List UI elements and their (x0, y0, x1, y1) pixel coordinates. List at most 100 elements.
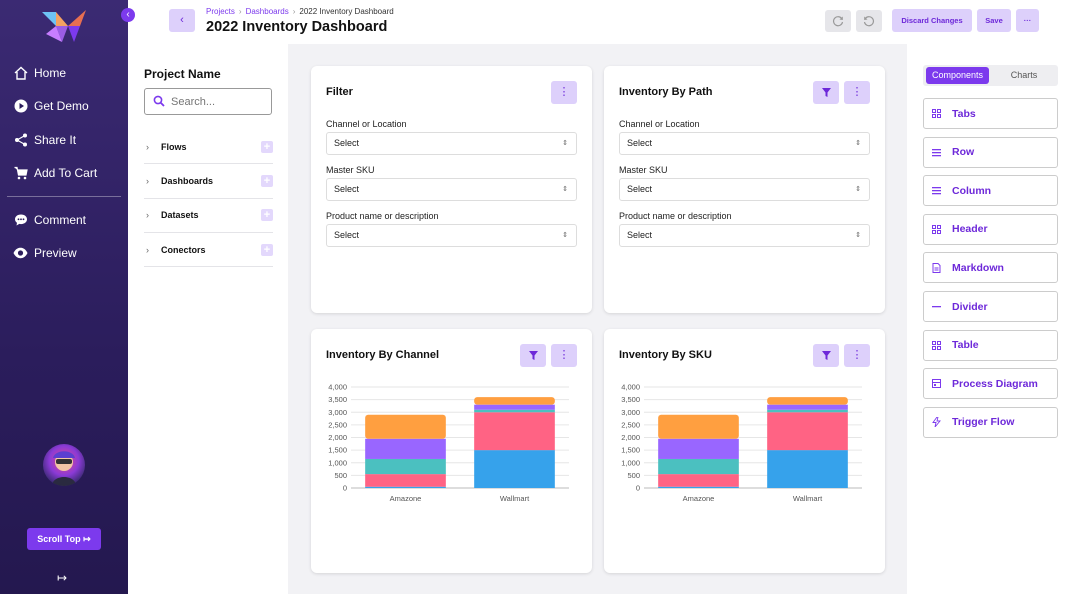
tab-components[interactable]: Components (926, 67, 989, 84)
filter-button[interactable] (813, 81, 839, 104)
add-icon[interactable]: + (261, 140, 273, 153)
component-process-diagram[interactable]: Process Diagram (923, 368, 1058, 400)
grid-icon (932, 340, 952, 350)
component-divider[interactable]: Divider (923, 291, 1058, 322)
sort-arrows-icon: ⇕ (562, 186, 568, 193)
comment-icon (13, 212, 28, 227)
tree-item-conectors[interactable]: › Conectors + (144, 233, 273, 268)
channel-select[interactable]: Select ⇕ (326, 132, 577, 155)
product-select[interactable]: Select ⇕ (326, 224, 577, 247)
more-options-button[interactable]: ··· (1016, 9, 1039, 32)
app-logo[interactable] (40, 8, 88, 44)
component-label: Process Diagram (952, 377, 1038, 390)
component-trigger-flow[interactable]: Trigger Flow (923, 406, 1058, 438)
chevron-right-icon: › (292, 7, 296, 16)
bar-segment (658, 486, 739, 488)
component-table[interactable]: Table (923, 329, 1058, 361)
select-value: Select (627, 184, 653, 194)
components-tabs: Components Charts (923, 65, 1058, 86)
product-select[interactable]: Select ⇕ (619, 224, 870, 247)
component-header[interactable]: Header (923, 213, 1058, 245)
x-tick-label: Amazone (683, 494, 715, 503)
tab-charts[interactable]: Charts (1010, 70, 1038, 80)
component-label: Tabs (952, 107, 976, 120)
nav-get-demo[interactable]: Get Demo (0, 90, 128, 124)
card-menu-button[interactable]: ⋮ (844, 81, 870, 104)
kebab-icon: ⋮ (851, 86, 863, 98)
y-tick-label: 0 (636, 484, 640, 493)
add-icon[interactable]: + (261, 174, 273, 187)
bar-segment (658, 458, 739, 475)
tree-item-label: Conectors (161, 244, 206, 255)
add-icon[interactable]: + (261, 243, 273, 256)
tree-item-label: Dashboards (161, 175, 214, 186)
add-icon[interactable]: + (261, 209, 273, 222)
nav-share-it[interactable]: Share It (0, 123, 128, 157)
page-title: 2022 Inventory Dashboard (206, 19, 388, 35)
cart-icon (13, 166, 28, 181)
breadcrumb-projects[interactable]: Projects (206, 7, 235, 16)
nav-add-to-cart[interactable]: Add To Cart (0, 157, 128, 191)
component-row[interactable]: Row (923, 136, 1058, 168)
redo-button[interactable] (856, 10, 882, 32)
chevron-right-icon[interactable]: › (146, 244, 149, 255)
scroll-top-button[interactable]: Scroll Top ↦ (27, 528, 101, 550)
sort-arrows-icon: ⇕ (562, 140, 568, 147)
inventory-by-path-card: Inventory By Path ⋮ Channel or Location … (604, 66, 885, 313)
nav-preview-label: Preview (34, 246, 77, 261)
collapse-sidebar-button[interactable]: ‹ (121, 8, 135, 22)
nav-home[interactable]: Home (0, 56, 128, 90)
search-box[interactable] (144, 88, 272, 115)
nav-comment[interactable]: Comment (0, 203, 128, 237)
user-avatar[interactable] (43, 444, 85, 486)
x-tick-label: Wallmart (500, 494, 530, 503)
kebab-icon: ⋮ (558, 86, 570, 98)
card-menu-button[interactable]: ⋮ (551, 81, 577, 104)
filter-button[interactable] (813, 344, 839, 367)
field-label: Channel or Location (326, 119, 407, 129)
undo-button[interactable] (825, 10, 851, 32)
y-tick-label: 4,000 (328, 383, 347, 392)
filter-button[interactable] (520, 344, 546, 367)
back-button[interactable]: ‹ (169, 9, 195, 32)
discard-changes-button[interactable]: Discard Changes (892, 9, 972, 32)
card-menu-button[interactable]: ⋮ (551, 344, 577, 367)
master-sku-select[interactable]: Select ⇕ (326, 178, 577, 201)
tree-item-flows[interactable]: › Flows + (144, 130, 273, 165)
bar-segment (474, 397, 555, 405)
nav-divider (7, 196, 121, 197)
tree-item-dashboards[interactable]: › Dashboards + (144, 164, 273, 199)
chevron-right-icon[interactable]: › (146, 175, 149, 186)
y-tick-label: 2,000 (328, 433, 347, 442)
nav-preview[interactable]: Preview (0, 237, 128, 271)
sort-arrows-icon: ⇕ (855, 232, 861, 239)
breadcrumb-dashboards[interactable]: Dashboards (245, 7, 289, 16)
save-button[interactable]: Save (977, 9, 1011, 32)
bar-segment (658, 414, 739, 439)
y-tick-label: 1,500 (328, 446, 347, 455)
chevron-right-icon[interactable]: › (146, 210, 149, 221)
search-input[interactable] (171, 93, 267, 111)
select-value: Select (627, 230, 653, 240)
y-tick-label: 3,500 (328, 395, 347, 404)
master-sku-select[interactable]: Select ⇕ (619, 178, 870, 201)
chevron-left-icon: ‹ (180, 14, 184, 26)
select-value: Select (627, 138, 653, 148)
component-column[interactable]: Column (923, 175, 1058, 207)
breadcrumb-current: 2022 Inventory Dashboard (299, 7, 394, 16)
minus-icon (932, 302, 952, 311)
channel-select[interactable]: Select ⇕ (619, 132, 870, 155)
component-markdown[interactable]: Markdown (923, 252, 1058, 284)
chevron-right-icon[interactable]: › (146, 141, 149, 152)
card-menu-button[interactable]: ⋮ (844, 344, 870, 367)
logout-icon[interactable]: ↦ (57, 571, 68, 585)
y-tick-label: 0 (343, 484, 347, 493)
bar-segment (365, 414, 446, 439)
component-tabs[interactable]: Tabs (923, 98, 1058, 129)
sort-arrows-icon: ⇕ (562, 232, 568, 239)
sort-arrows-icon: ⇕ (855, 186, 861, 193)
component-label: Column (952, 184, 992, 197)
nav-get-demo-label: Get Demo (34, 99, 89, 114)
tree-item-datasets[interactable]: › Datasets + (144, 199, 273, 233)
grid-icon (932, 224, 952, 234)
